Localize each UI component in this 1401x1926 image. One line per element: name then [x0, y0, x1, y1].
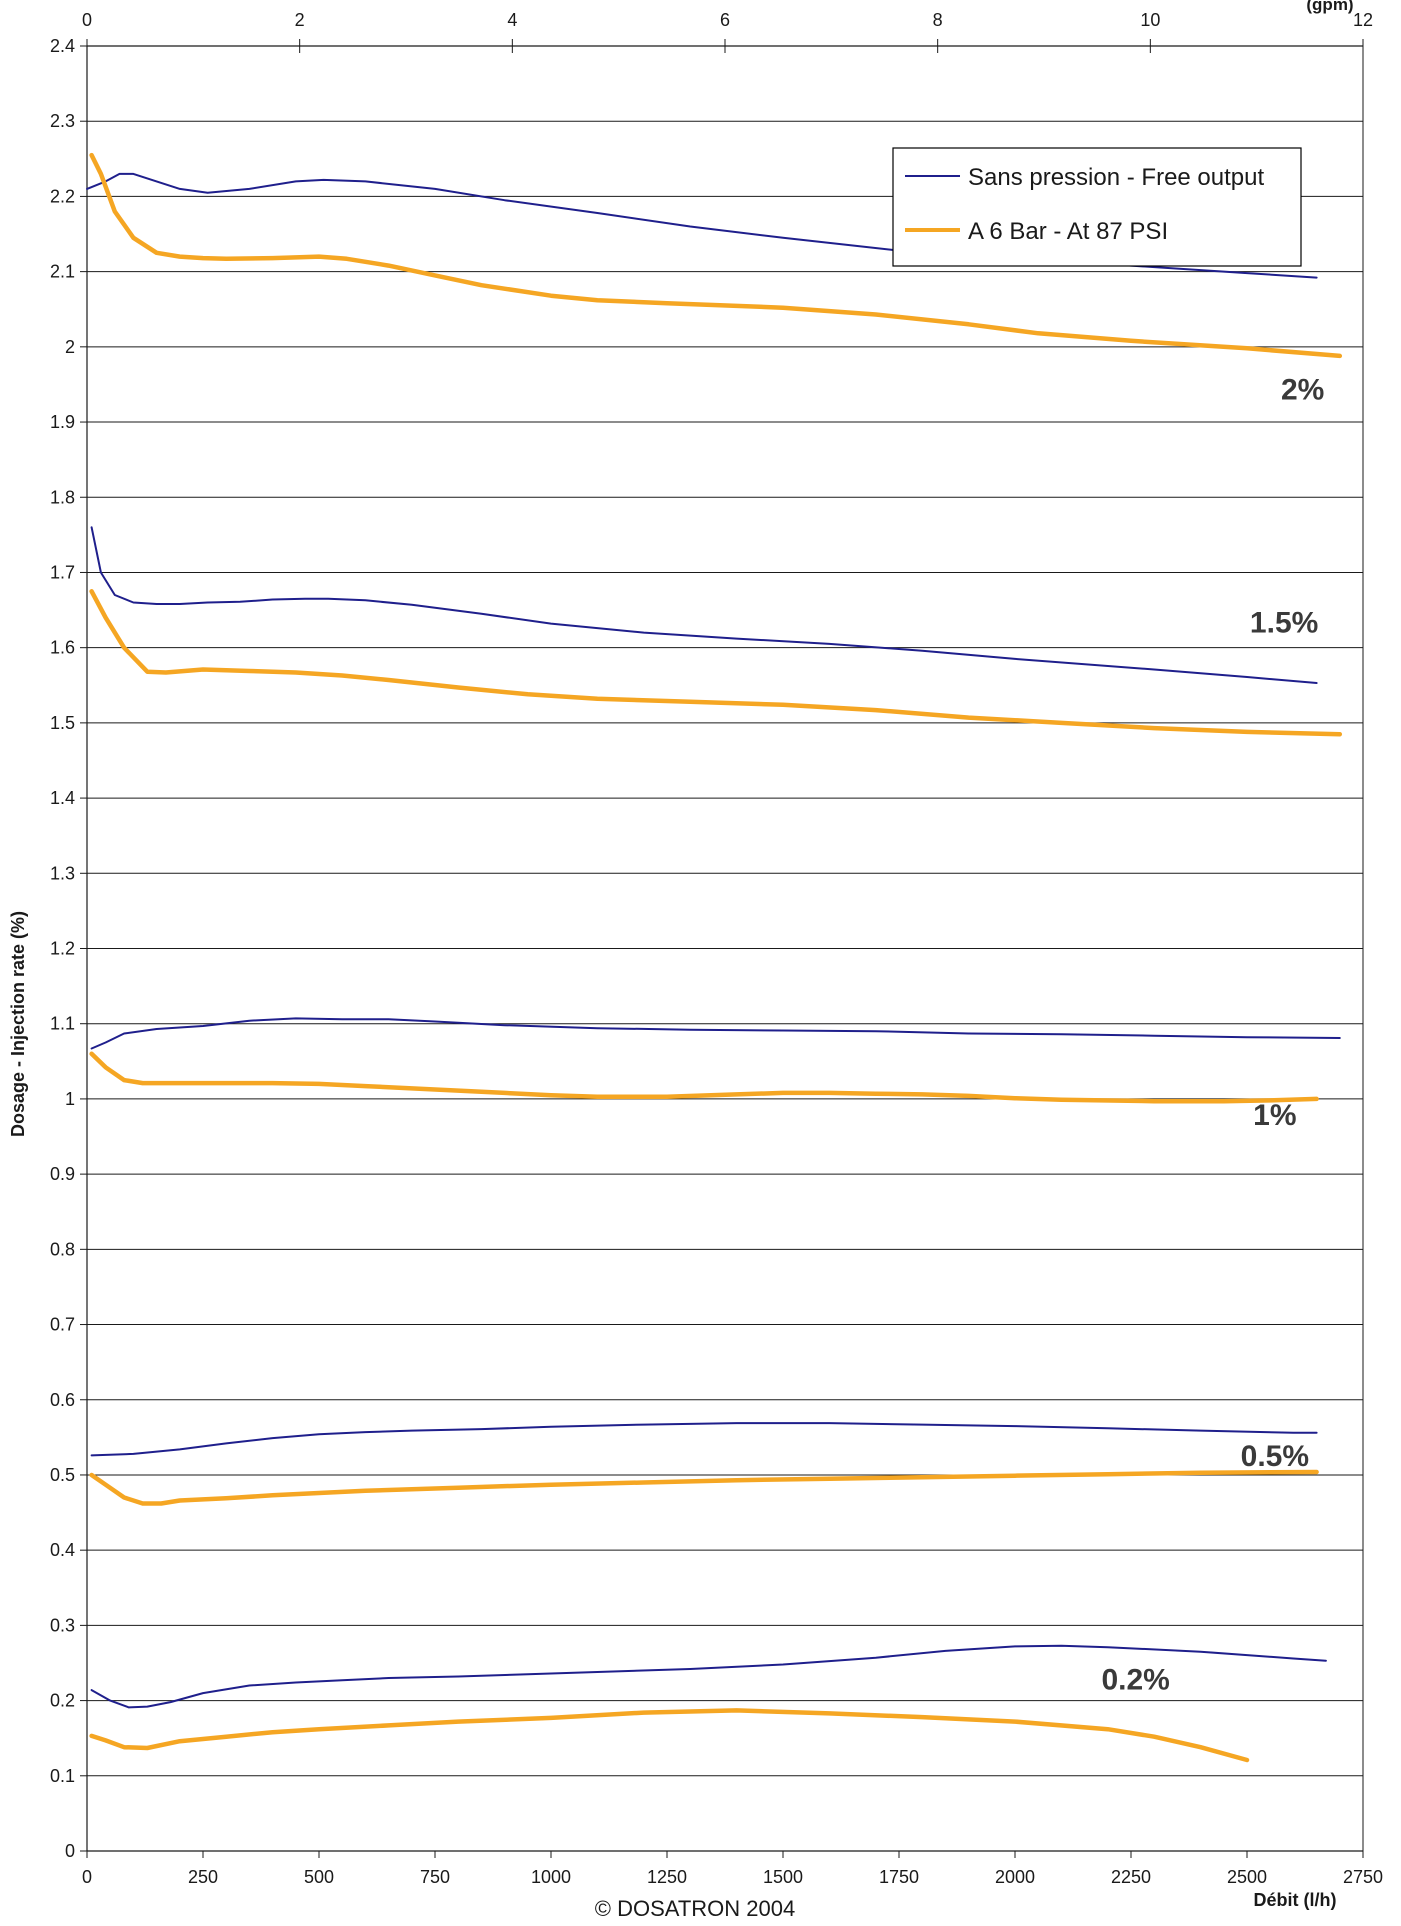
x-tick-label: 1250	[647, 1867, 687, 1887]
y-tick-label: 0	[65, 1841, 75, 1861]
series-line-free-output-8	[90, 1644, 1327, 1709]
legend-label-free-output: Sans pression - Free output	[968, 164, 1264, 191]
y-tick-label: 0.7	[50, 1315, 75, 1335]
y-tick-label: 2.4	[50, 36, 75, 56]
y-tick-label: 1.5	[50, 713, 75, 733]
series-line-87psi-5	[89, 1051, 1319, 1104]
y-tick-label: 0.8	[50, 1239, 75, 1259]
grid-layer	[87, 120, 1363, 1777]
x-tick-label: 2500	[1227, 1867, 1267, 1887]
x-tick-label: 750	[420, 1867, 450, 1887]
legend-label-87psi: A 6 Bar - At 87 PSI	[968, 218, 1168, 245]
series-line-87psi-7	[89, 1469, 1319, 1506]
x-tick-label: 2750	[1343, 1867, 1383, 1887]
x-tick-label: 1000	[531, 1867, 571, 1887]
curve-label-1: 1.5%	[1250, 607, 1318, 640]
y-tick-label: 0.4	[50, 1540, 75, 1560]
y-tick-label: 0.1	[50, 1766, 75, 1786]
y-tick-label: 0.6	[50, 1390, 75, 1410]
series-line-free-output-2	[90, 526, 1318, 684]
series-line-free-output-4	[90, 1017, 1341, 1050]
x-tick-label: 2000	[995, 1867, 1035, 1887]
curve-label-2: 1%	[1253, 1099, 1296, 1132]
y-tick-label: 1.8	[50, 487, 75, 507]
x-tick-label: 1750	[879, 1867, 919, 1887]
y-axis-title: Dosage - Injection rate (%)	[8, 911, 28, 1137]
x-tick-label: 500	[304, 1867, 334, 1887]
top-tick-label: 10	[1140, 10, 1160, 30]
top-tick-label: 12	[1353, 10, 1373, 30]
curve-label-0: 2%	[1281, 373, 1324, 406]
y-tick-label: 2.1	[50, 262, 75, 282]
x-tick-label: 250	[188, 1867, 218, 1887]
series-line-87psi-1	[89, 152, 1343, 359]
y-tick-label: 1.9	[50, 412, 75, 432]
y-tick-label: 1.1	[50, 1014, 75, 1034]
y-tick-label: 0.2	[50, 1691, 75, 1711]
y-tick-label: 0.3	[50, 1615, 75, 1635]
top-tick-label: 6	[720, 10, 730, 30]
top-tick-label: 0	[82, 10, 92, 30]
y-tick-label: 2.3	[50, 111, 75, 131]
y-tick-label: 0.5	[50, 1465, 75, 1485]
series-line-free-output-6	[90, 1422, 1318, 1457]
y-tick-label: 1	[65, 1089, 75, 1109]
footer-copyright: © DOSATRON 2004	[595, 1896, 795, 1921]
top-tick-label: 8	[933, 10, 943, 30]
y-tick-label: 2.2	[50, 186, 75, 206]
y-tick-label: 1.6	[50, 638, 75, 658]
axis-layer: 0 0.1 0.2 0.3 0.4 0.5 0.6 0.7 0.8 0.9 1 1.1 1.2 1.3 1.…	[50, 10, 1383, 1887]
series-line-87psi-3	[89, 589, 1343, 737]
legend: Sans pression - Free output A 6 Bar - At…	[892, 147, 1302, 267]
y-tick-label: 2	[65, 337, 75, 357]
series-line-87psi-9	[89, 1708, 1250, 1763]
top-tick-label: 4	[507, 10, 517, 30]
annotation-layer: 2% 1.5% 1% 0.5% 0.2%	[1101, 373, 1324, 1696]
y-tick-label: 1.2	[50, 939, 75, 959]
y-tick-label: 1.3	[50, 863, 75, 883]
x-tick-label: 0	[82, 1867, 92, 1887]
x-tick-label: 2250	[1111, 1867, 1151, 1887]
curve-label-4: 0.2%	[1101, 1663, 1169, 1696]
y-tick-label: 0.9	[50, 1164, 75, 1184]
y-tick-label: 1.7	[50, 562, 75, 582]
legend-box	[892, 147, 1302, 267]
x-axis-title: Débit (l/h)	[1254, 1890, 1337, 1910]
x-tick-label: 1500	[763, 1867, 803, 1887]
top-axis-title: (gpm)	[1306, 0, 1353, 14]
curve-label-3: 0.5%	[1241, 1440, 1309, 1473]
y-tick-label: 1.4	[50, 788, 75, 808]
series-layer	[86, 152, 1343, 1763]
top-tick-label: 2	[295, 10, 305, 30]
